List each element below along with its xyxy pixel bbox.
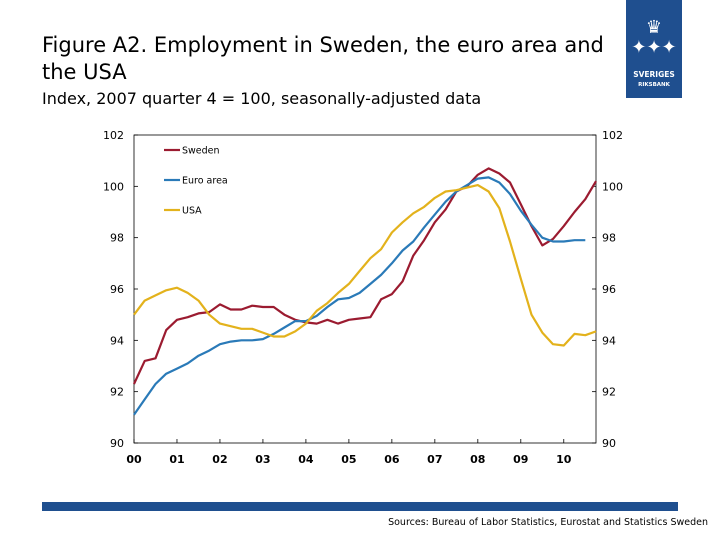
legend-label: Euro area: [182, 176, 228, 187]
source-note: Sources: Bureau of Labor Statistics, Eur…: [388, 517, 708, 528]
legend-label: Sweden: [182, 146, 220, 157]
y-tick-label-right: 90: [602, 437, 616, 450]
x-tick-label: 02: [212, 453, 227, 466]
y-tick-label-right: 98: [602, 232, 616, 245]
x-tick-label: 08: [470, 453, 485, 466]
x-tick-label: 04: [298, 453, 314, 466]
x-tick-label: 06: [384, 453, 400, 466]
riksbank-logo: ♛ ✦✦✦ SVERIGES RIKSBANK: [626, 0, 682, 98]
y-tick-label-left: 94: [110, 334, 124, 347]
x-tick-label: 10: [556, 453, 572, 466]
x-tick-label: 00: [126, 453, 142, 466]
y-tick-label-right: 100: [602, 180, 623, 193]
series-line-euro-area: [133, 176, 586, 416]
y-tick-label-left: 90: [110, 437, 124, 450]
y-tick-label-right: 102: [602, 129, 623, 142]
series-line-usa: [133, 184, 597, 347]
y-tick-label-right: 94: [602, 334, 616, 347]
y-tick-label-left: 92: [110, 386, 124, 399]
x-tick-label: 05: [341, 453, 356, 466]
logo-subtext: RIKSBANK: [638, 82, 670, 88]
x-tick-label: 03: [255, 453, 270, 466]
employment-line-chart: 90 90 92 92 94 94 96 96 98 98 100 100 102 102 00 01 02 03…: [103, 129, 623, 466]
footer-bar: [42, 502, 678, 511]
x-tick-label: 07: [427, 453, 442, 466]
x-tick-label: 01: [169, 453, 184, 466]
y-tick-label-left: 102: [103, 129, 124, 142]
page-title: Figure A2. Employment in Sweden, the eur…: [42, 33, 604, 84]
chart-subtitle: Index, 2007 quarter 4 = 100, seasonally-…: [42, 89, 482, 108]
y-tick-label-left: 100: [103, 180, 124, 193]
y-tick-label-left: 98: [110, 232, 124, 245]
logo-text: SVERIGES: [633, 70, 675, 79]
crown-crest-icon: ♛ ✦✦✦: [631, 17, 677, 58]
x-tick-label: 09: [513, 453, 528, 466]
legend-label: USA: [182, 206, 202, 217]
series-line-sweden: [133, 167, 597, 385]
y-tick-label-right: 96: [602, 283, 616, 296]
y-tick-label-right: 92: [602, 386, 616, 399]
y-tick-label-left: 96: [110, 283, 124, 296]
